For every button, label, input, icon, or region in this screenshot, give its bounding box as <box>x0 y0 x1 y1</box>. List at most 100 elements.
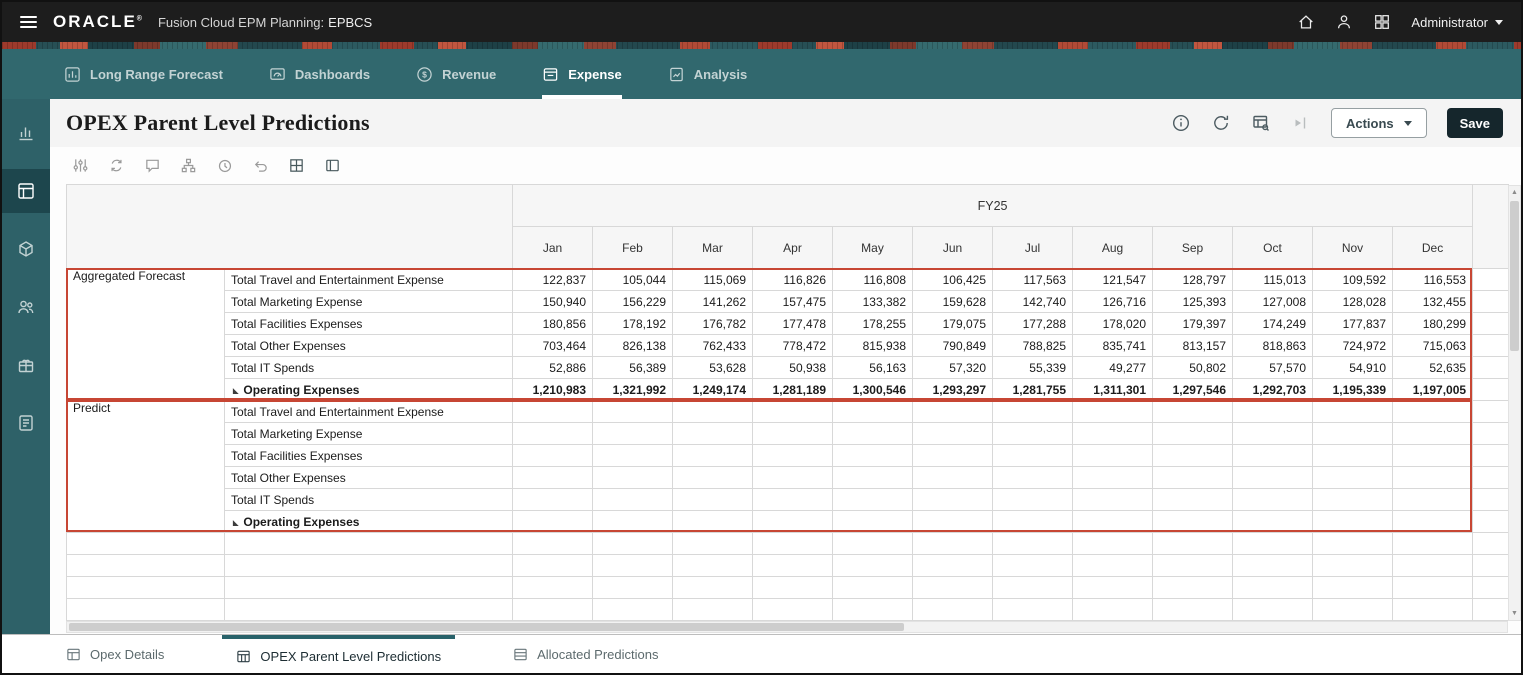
value-cell[interactable]: 1,292,703 <box>1232 378 1313 401</box>
value-cell[interactable]: 1,311,301 <box>1072 378 1153 401</box>
member-name-cell[interactable]: ◣ Operating Expenses <box>224 378 513 401</box>
history-icon[interactable] <box>216 157 233 174</box>
value-cell[interactable]: 122,837 <box>512 268 593 291</box>
month-header-cell[interactable]: May <box>832 226 913 269</box>
value-cell[interactable] <box>752 444 833 467</box>
member-name-cell[interactable]: Total Travel and Entertainment Expense <box>224 400 513 423</box>
value-cell[interactable] <box>992 400 1073 423</box>
value-cell[interactable] <box>1072 400 1153 423</box>
refresh-icon[interactable] <box>1211 113 1231 133</box>
month-header-cell[interactable]: Mar <box>672 226 753 269</box>
value-cell[interactable] <box>1072 466 1153 489</box>
member-name-cell[interactable]: Total Other Expenses <box>224 466 513 489</box>
scroll-up-arrow[interactable]: ▲ <box>1511 189 1518 196</box>
value-cell[interactable] <box>592 422 673 445</box>
month-header-cell[interactable]: Aug <box>1072 226 1153 269</box>
value-cell[interactable]: 778,472 <box>752 334 833 357</box>
value-cell[interactable] <box>1232 466 1313 489</box>
sidebar-item-charts[interactable] <box>2 111 50 155</box>
month-header-cell[interactable]: Jun <box>912 226 993 269</box>
value-cell[interactable]: 56,389 <box>592 356 673 379</box>
value-cell[interactable]: 121,547 <box>1072 268 1153 291</box>
sidebar-item-cube[interactable] <box>2 227 50 271</box>
value-cell[interactable] <box>832 510 913 533</box>
value-cell[interactable]: 56,163 <box>832 356 913 379</box>
value-cell[interactable]: 178,255 <box>832 312 913 335</box>
value-cell[interactable]: 1,281,189 <box>752 378 833 401</box>
value-cell[interactable]: 177,288 <box>992 312 1073 335</box>
value-cell[interactable] <box>672 488 753 511</box>
value-cell[interactable] <box>992 488 1073 511</box>
member-name-cell[interactable]: Total Marketing Expense <box>224 290 513 313</box>
value-cell[interactable] <box>912 422 993 445</box>
value-cell[interactable]: 813,157 <box>1152 334 1233 357</box>
value-cell[interactable] <box>992 422 1073 445</box>
value-cell[interactable] <box>1391 510 1474 533</box>
value-cell[interactable] <box>672 444 753 467</box>
value-cell[interactable] <box>592 510 673 533</box>
value-cell[interactable]: 128,028 <box>1312 290 1393 313</box>
value-cell[interactable]: 762,433 <box>672 334 753 357</box>
collapse-triangle-icon[interactable]: ◣ <box>233 519 239 527</box>
sidebar-item-tasks[interactable] <box>2 401 50 445</box>
tab-dashboards[interactable]: Dashboards <box>269 49 370 99</box>
value-cell[interactable] <box>672 400 753 423</box>
value-cell[interactable] <box>1232 422 1313 445</box>
value-cell[interactable]: 52,886 <box>512 356 593 379</box>
value-cell[interactable]: 703,464 <box>512 334 593 357</box>
hierarchy-icon[interactable] <box>180 157 197 174</box>
value-cell[interactable]: 177,837 <box>1312 312 1393 335</box>
value-cell[interactable]: 54,910 <box>1312 356 1393 379</box>
member-name-cell[interactable]: Total Travel and Entertainment Expense <box>224 268 513 291</box>
value-cell[interactable] <box>1391 422 1474 445</box>
value-cell[interactable]: 177,478 <box>752 312 833 335</box>
value-cell[interactable] <box>592 444 673 467</box>
open-drawer-icon[interactable] <box>1291 113 1311 133</box>
value-cell[interactable] <box>752 466 833 489</box>
value-cell[interactable]: 142,740 <box>992 290 1073 313</box>
member-name-cell[interactable]: Total IT Spends <box>224 488 513 511</box>
value-cell[interactable] <box>1232 488 1313 511</box>
tab-expense[interactable]: Expense <box>542 49 623 99</box>
value-cell[interactable]: 57,320 <box>912 356 993 379</box>
value-cell[interactable]: 1,210,983 <box>512 378 593 401</box>
month-header-cell[interactable]: Jul <box>992 226 1073 269</box>
value-cell[interactable] <box>912 400 993 423</box>
member-name-cell[interactable]: Total Other Expenses <box>224 334 513 357</box>
value-cell[interactable]: 1,293,297 <box>912 378 993 401</box>
value-cell[interactable]: 180,856 <box>512 312 593 335</box>
info-icon[interactable] <box>1171 113 1191 133</box>
value-cell[interactable] <box>832 400 913 423</box>
value-cell[interactable]: 179,075 <box>912 312 993 335</box>
value-cell[interactable] <box>1391 466 1474 489</box>
undo-icon[interactable] <box>252 157 269 174</box>
value-cell[interactable]: 1,195,339 <box>1312 378 1393 401</box>
value-cell[interactable] <box>672 510 753 533</box>
value-cell[interactable]: 117,563 <box>992 268 1073 291</box>
month-header-cell[interactable]: Sep <box>1152 226 1233 269</box>
value-cell[interactable]: 150,940 <box>512 290 593 313</box>
value-cell[interactable]: 115,013 <box>1232 268 1313 291</box>
member-name-cell[interactable]: Total Facilities Expenses <box>224 312 513 335</box>
month-header-cell[interactable]: Nov <box>1312 226 1393 269</box>
value-cell[interactable]: 1,321,992 <box>592 378 673 401</box>
value-cell[interactable]: 106,425 <box>912 268 993 291</box>
app-grid-icon[interactable] <box>1373 13 1391 31</box>
tab-analysis[interactable]: Analysis <box>668 49 747 99</box>
value-cell[interactable] <box>1072 510 1153 533</box>
value-cell[interactable]: 180,299 <box>1391 312 1474 335</box>
value-cell[interactable] <box>1152 444 1233 467</box>
value-cell[interactable] <box>912 510 993 533</box>
value-cell[interactable] <box>512 510 593 533</box>
value-cell[interactable]: 1,300,546 <box>832 378 913 401</box>
value-cell[interactable] <box>752 510 833 533</box>
value-cell[interactable] <box>1391 400 1474 423</box>
value-cell[interactable]: 133,382 <box>832 290 913 313</box>
scroll-down-arrow[interactable]: ▼ <box>1511 610 1518 617</box>
value-cell[interactable]: 178,192 <box>592 312 673 335</box>
value-cell[interactable]: 52,635 <box>1391 356 1474 379</box>
value-cell[interactable]: 178,020 <box>1072 312 1153 335</box>
sidebar-item-data-forms[interactable] <box>2 169 50 213</box>
value-cell[interactable]: 53,628 <box>672 356 753 379</box>
value-cell[interactable] <box>752 422 833 445</box>
